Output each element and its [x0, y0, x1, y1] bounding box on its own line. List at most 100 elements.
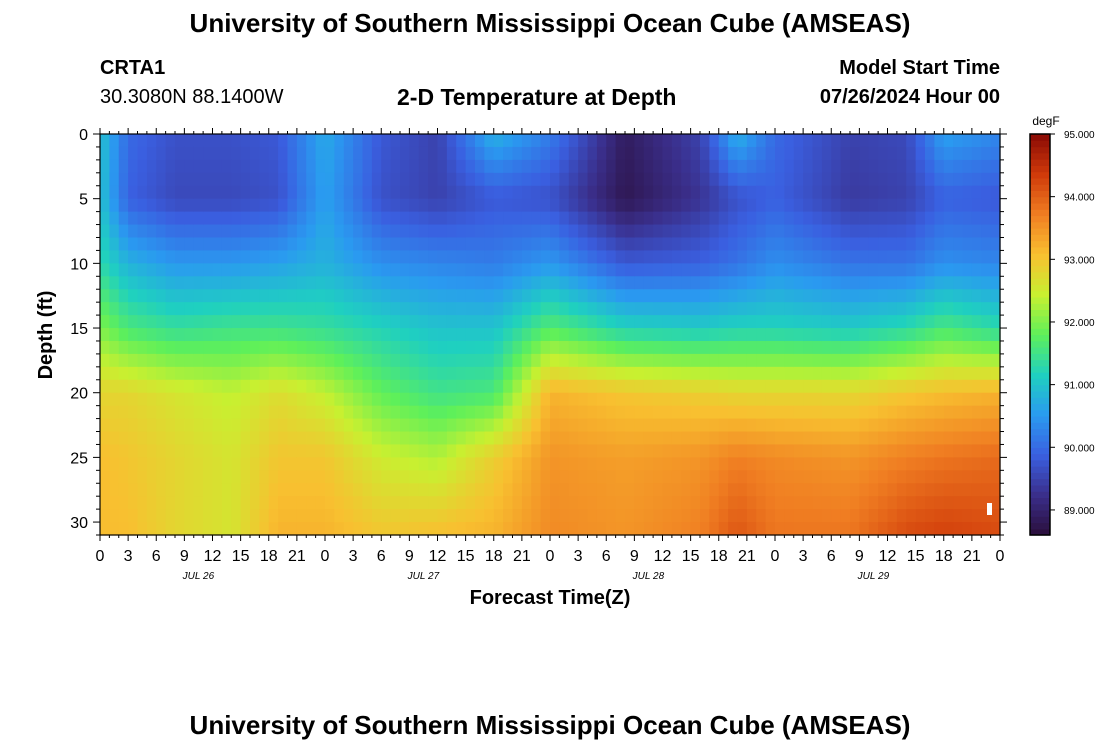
heatmap-cell: [409, 405, 420, 420]
heatmap-cell: [728, 250, 739, 264]
heatmap-cell: [409, 185, 420, 200]
heatmap-cell: [821, 134, 832, 148]
heatmap-cell: [793, 457, 804, 471]
heatmap-cell: [943, 146, 954, 161]
heatmap-cell: [390, 444, 401, 458]
heatmap-cell: [850, 366, 860, 381]
heatmap-cell: [193, 444, 204, 458]
heatmap-cell: [934, 276, 945, 290]
heatmap-cell: [971, 353, 982, 368]
heatmap-cell: [784, 159, 795, 174]
heatmap-cell: [353, 276, 364, 290]
heatmap-cell: [175, 328, 185, 342]
heatmap-cell: [728, 418, 739, 433]
heatmap-cell: [962, 276, 973, 290]
heatmap-cell: [437, 444, 448, 458]
heatmap-cell: [728, 185, 739, 200]
heatmap-cell: [465, 392, 476, 407]
heatmap-cell: [231, 289, 242, 303]
heatmap-cell: [428, 172, 439, 187]
heatmap-cell: [175, 444, 185, 458]
heatmap-cell: [184, 392, 195, 407]
heatmap-cell: [981, 483, 992, 497]
heatmap-cell: [634, 134, 645, 148]
heatmap-cell: [803, 211, 814, 226]
heatmap-cell: [868, 509, 879, 523]
heatmap-cell: [765, 172, 776, 187]
heatmap-cell: [306, 470, 317, 484]
heatmap-cell: [428, 509, 439, 523]
heatmap-cell: [531, 185, 542, 200]
heatmap-cell: [278, 353, 289, 368]
heatmap-cell: [793, 211, 804, 226]
heatmap-cell: [896, 211, 907, 226]
heatmap-cell: [578, 289, 589, 303]
heatmap-cell: [709, 224, 720, 239]
heatmap-cell: [981, 224, 992, 239]
heatmap-cell: [400, 483, 410, 497]
heatmap-cell: [925, 263, 935, 277]
heatmap-cell: [193, 198, 204, 213]
heatmap-cell: [840, 263, 851, 277]
heatmap-cell: [475, 522, 485, 536]
heatmap-cell: [250, 198, 260, 213]
heatmap-cell: [381, 263, 392, 277]
heatmap-cell: [775, 431, 785, 446]
heatmap-cell: [231, 496, 242, 510]
heatmap-cell: [981, 185, 992, 200]
heatmap-cell: [409, 392, 420, 407]
heatmap-cell: [109, 185, 120, 200]
heatmap-cell: [981, 522, 992, 536]
heatmap-cell: [240, 185, 251, 200]
heatmap-cell: [428, 353, 439, 368]
heatmap-cell: [821, 444, 832, 458]
heatmap-cell: [681, 366, 692, 381]
heatmap-cell: [465, 198, 476, 213]
heatmap-cell: [175, 302, 185, 316]
heatmap-cell: [990, 250, 1001, 264]
heatmap-cell: [128, 496, 139, 510]
heatmap-cell: [812, 237, 823, 252]
heatmap-cell: [718, 224, 729, 239]
heatmap-cell: [193, 366, 204, 381]
heatmap-cell: [831, 315, 842, 329]
heatmap-cell: [559, 470, 570, 484]
heatmap-cell: [362, 392, 373, 407]
heatmap-cell: [268, 431, 279, 446]
heatmap-cell: [812, 159, 823, 174]
heatmap-cell: [568, 328, 579, 342]
heatmap-cell: [625, 353, 635, 368]
heatmap-cell: [868, 353, 879, 368]
heatmap-cell: [221, 392, 232, 407]
heatmap-cell: [296, 353, 307, 368]
heatmap-cell: [315, 211, 326, 226]
heatmap-cell: [531, 172, 542, 187]
heatmap-cell: [296, 146, 307, 161]
heatmap-cell: [353, 211, 364, 226]
heatmap-cell: [971, 198, 982, 213]
heatmap-cell: [306, 263, 317, 277]
heatmap-cell: [700, 134, 710, 148]
heatmap-cell: [306, 224, 317, 239]
heatmap-cell: [446, 444, 457, 458]
heatmap-cell: [615, 198, 626, 213]
heatmap-cell: [878, 289, 889, 303]
heatmap-cell: [193, 353, 204, 368]
heatmap-cell: [493, 315, 504, 329]
heatmap-cell: [296, 431, 307, 446]
heatmap-cell: [643, 392, 654, 407]
heatmap-cell: [109, 509, 120, 523]
heatmap-cell: [812, 340, 823, 355]
heatmap-cell: [587, 159, 598, 174]
heatmap-cell: [934, 146, 945, 161]
heatmap-cell: [446, 198, 457, 213]
heatmap-cell: [681, 289, 692, 303]
heatmap-cell: [175, 431, 185, 446]
heatmap-cell: [409, 315, 420, 329]
heatmap-cell: [746, 172, 757, 187]
x-tick-label: 12: [204, 548, 222, 565]
heatmap-cell: [268, 159, 279, 174]
heatmap-cell: [531, 353, 542, 368]
x-tick-label: 9: [180, 548, 189, 565]
